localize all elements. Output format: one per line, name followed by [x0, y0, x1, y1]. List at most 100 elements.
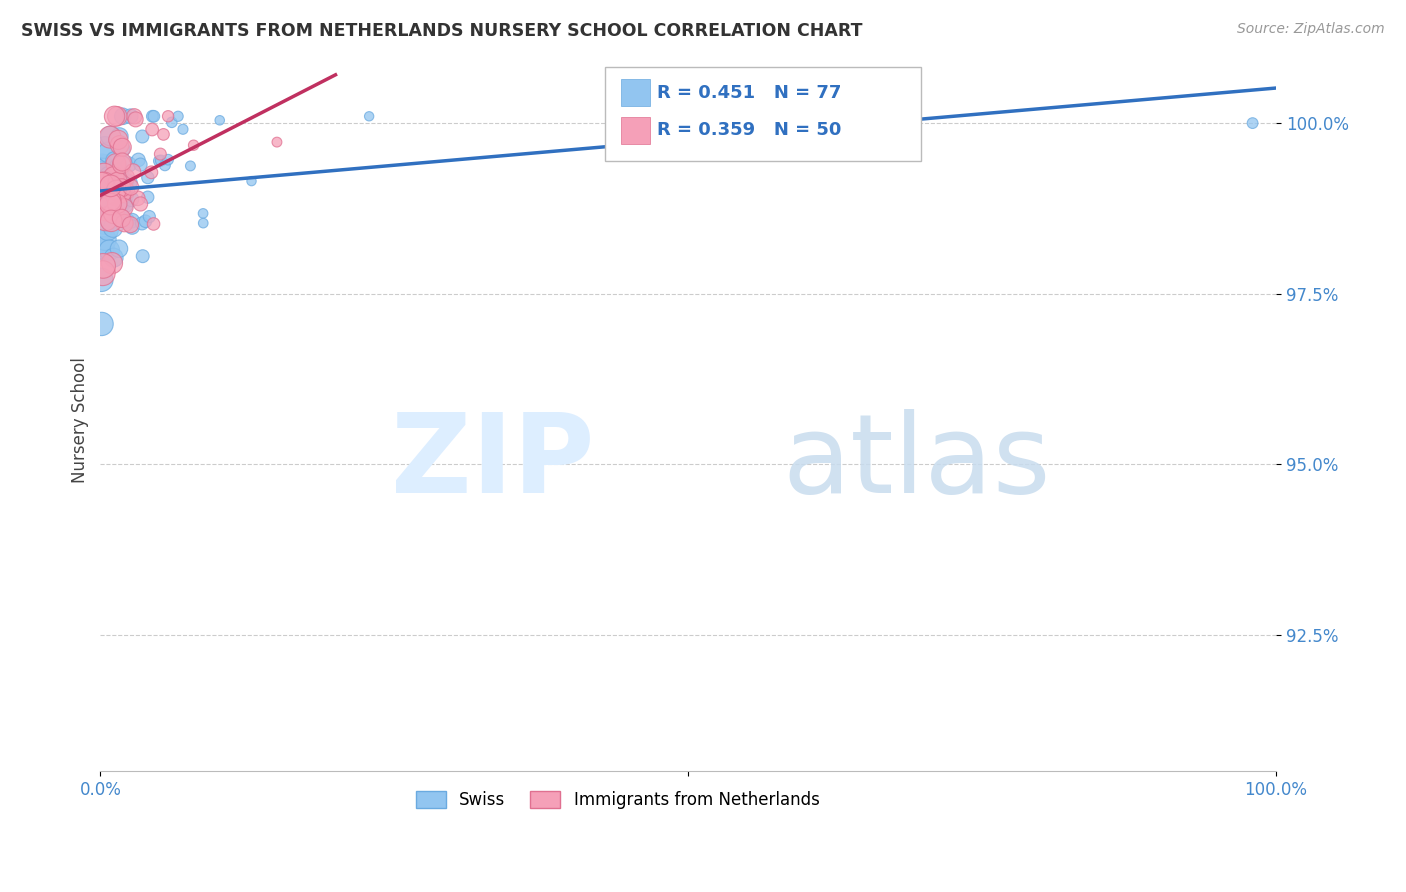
- Point: [112, 192, 135, 206]
- Point: [208, 113, 231, 128]
- Point: [111, 155, 134, 169]
- Point: [96, 202, 118, 217]
- Point: [110, 157, 132, 171]
- Point: [104, 153, 127, 168]
- Text: ZIP: ZIP: [391, 409, 595, 516]
- Point: [129, 197, 152, 211]
- Point: [115, 213, 138, 227]
- Point: [97, 145, 120, 160]
- Point: [114, 188, 136, 202]
- Point: [193, 216, 215, 230]
- Point: [101, 256, 124, 270]
- Text: R = 0.359   N = 50: R = 0.359 N = 50: [657, 121, 841, 139]
- Point: [136, 190, 159, 204]
- Point: [142, 217, 165, 231]
- Point: [103, 206, 125, 220]
- Point: [115, 170, 138, 185]
- Point: [153, 158, 176, 172]
- Point: [103, 169, 125, 184]
- Point: [108, 205, 131, 219]
- Legend: Swiss, Immigrants from Netherlands: Swiss, Immigrants from Netherlands: [409, 784, 827, 816]
- Point: [90, 195, 112, 210]
- Point: [94, 162, 117, 177]
- Point: [160, 115, 183, 129]
- Point: [104, 188, 127, 202]
- Point: [103, 251, 125, 265]
- Point: [115, 174, 138, 188]
- Point: [127, 191, 149, 205]
- Point: [98, 169, 121, 184]
- Point: [98, 194, 121, 208]
- Point: [131, 249, 153, 263]
- Point: [134, 214, 156, 228]
- Point: [120, 218, 142, 232]
- Point: [157, 153, 180, 167]
- Point: [91, 259, 114, 273]
- Point: [107, 133, 129, 147]
- Point: [148, 153, 170, 168]
- Point: [111, 181, 134, 195]
- Point: [101, 220, 124, 235]
- Point: [111, 109, 134, 123]
- Point: [114, 216, 136, 230]
- Point: [138, 210, 160, 224]
- Point: [359, 109, 381, 123]
- Point: [118, 176, 141, 190]
- Point: [121, 219, 143, 234]
- Point: [94, 211, 117, 226]
- Point: [108, 242, 131, 256]
- Point: [90, 273, 112, 287]
- Text: atlas: atlas: [782, 409, 1050, 516]
- Point: [142, 109, 165, 123]
- Point: [104, 199, 127, 213]
- Point: [124, 112, 146, 127]
- Point: [110, 211, 132, 226]
- Point: [91, 266, 114, 280]
- Point: [110, 178, 132, 192]
- Point: [108, 138, 131, 153]
- Point: [107, 175, 129, 189]
- Point: [110, 142, 132, 156]
- Y-axis label: Nursery School: Nursery School: [72, 357, 89, 483]
- Point: [120, 192, 142, 206]
- Point: [98, 130, 121, 145]
- Point: [93, 195, 115, 210]
- Point: [103, 203, 125, 218]
- Point: [100, 214, 122, 228]
- Point: [91, 241, 114, 255]
- Point: [108, 129, 131, 144]
- Point: [1241, 116, 1264, 130]
- Point: [96, 202, 118, 216]
- Point: [121, 213, 143, 227]
- Point: [118, 157, 141, 171]
- Point: [112, 182, 135, 196]
- Point: [103, 109, 125, 123]
- Point: [129, 158, 152, 172]
- Point: [105, 197, 128, 211]
- Point: [91, 159, 114, 173]
- Point: [98, 243, 121, 257]
- Point: [100, 197, 122, 211]
- Point: [90, 317, 112, 331]
- Point: [114, 194, 136, 208]
- Point: [191, 206, 214, 220]
- Point: [93, 168, 115, 182]
- Point: [100, 128, 122, 143]
- Point: [136, 170, 159, 185]
- Point: [94, 233, 117, 247]
- Point: [105, 165, 128, 179]
- Point: [105, 183, 128, 197]
- Text: R = 0.451   N = 77: R = 0.451 N = 77: [657, 84, 841, 102]
- Point: [101, 184, 124, 198]
- Point: [108, 164, 131, 178]
- Point: [240, 174, 263, 188]
- Point: [97, 223, 120, 237]
- Point: [150, 153, 173, 168]
- Point: [100, 178, 122, 193]
- Point: [111, 196, 134, 211]
- Text: Source: ZipAtlas.com: Source: ZipAtlas.com: [1237, 22, 1385, 37]
- Point: [114, 174, 136, 188]
- Point: [114, 198, 136, 212]
- Point: [104, 195, 127, 210]
- Point: [93, 216, 115, 230]
